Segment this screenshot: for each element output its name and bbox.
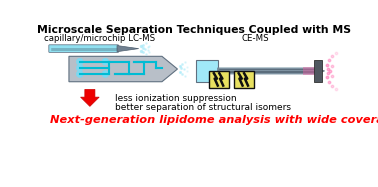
FancyBboxPatch shape bbox=[49, 45, 119, 53]
FancyBboxPatch shape bbox=[217, 68, 317, 74]
FancyArrow shape bbox=[81, 89, 99, 106]
FancyBboxPatch shape bbox=[209, 71, 229, 88]
Text: Microscale Separation Techniques Coupled with MS: Microscale Separation Techniques Coupled… bbox=[37, 25, 351, 35]
Circle shape bbox=[102, 70, 109, 77]
Text: capillary/microchip LC-MS: capillary/microchip LC-MS bbox=[44, 34, 155, 43]
Text: CE-MS: CE-MS bbox=[241, 34, 269, 43]
Polygon shape bbox=[317, 68, 325, 74]
Text: less ionization suppression: less ionization suppression bbox=[115, 94, 237, 103]
Circle shape bbox=[76, 58, 83, 65]
Text: Next-generation lipidome analysis with wide coverage: Next-generation lipidome analysis with w… bbox=[50, 115, 378, 125]
Circle shape bbox=[102, 58, 109, 65]
FancyBboxPatch shape bbox=[196, 60, 218, 82]
FancyBboxPatch shape bbox=[234, 71, 254, 88]
FancyBboxPatch shape bbox=[303, 67, 317, 75]
Polygon shape bbox=[117, 46, 139, 52]
Polygon shape bbox=[69, 56, 177, 82]
Circle shape bbox=[76, 64, 83, 71]
FancyBboxPatch shape bbox=[314, 60, 322, 82]
Circle shape bbox=[76, 70, 83, 77]
Text: better separation of structural isomers: better separation of structural isomers bbox=[115, 102, 291, 111]
